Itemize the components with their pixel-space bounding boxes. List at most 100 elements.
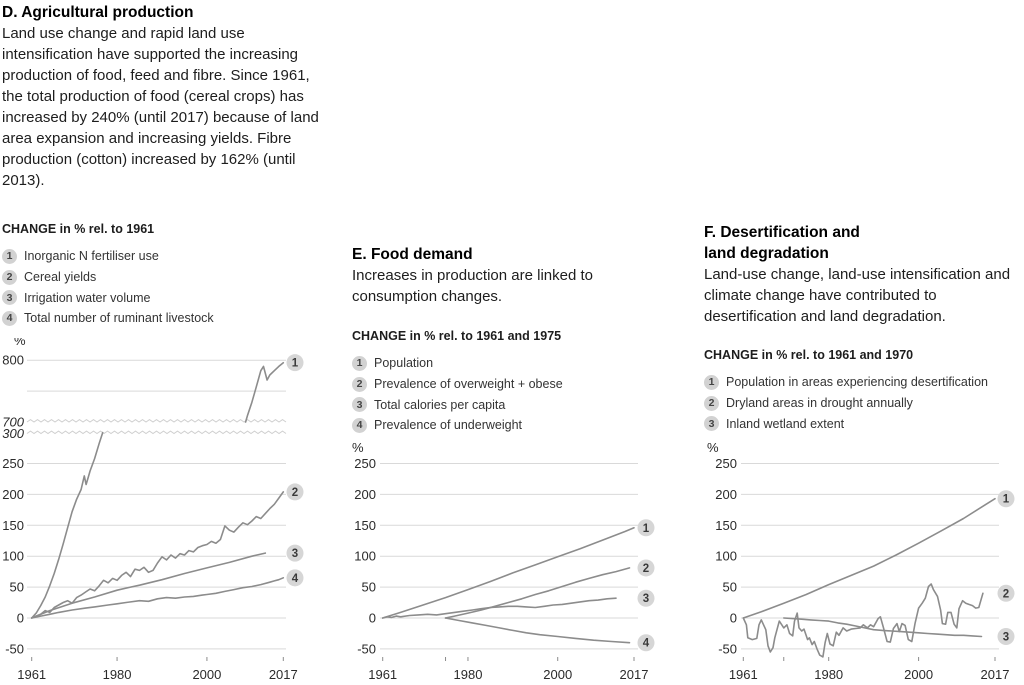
legend-item: 4 Prevalence of underweight — [352, 415, 664, 436]
x-axis-tick-label: 2017 — [620, 667, 649, 682]
series-number-badge — [997, 628, 1015, 646]
x-axis-tick-label: 2000 — [904, 667, 933, 682]
legend-item: 1 Population — [352, 353, 664, 374]
series-line-3 — [381, 597, 617, 619]
legend-number-badge: 4 — [2, 310, 17, 326]
legend-number-badge: 2 — [704, 395, 719, 411]
y-axis-unit-label: % — [707, 440, 719, 455]
change-axis-caption: CHANGE in % rel. to 1961 and 1975 — [352, 329, 562, 343]
series-number-badge-label: 3 — [643, 593, 649, 605]
series-line-1 — [381, 526, 635, 619]
series-number-badge-label: 2 — [292, 487, 298, 499]
y-axis-tick-label: 200 — [715, 487, 737, 502]
legend-item: 3 Irrigation water volume — [2, 287, 320, 308]
series-line-3 — [782, 617, 983, 638]
series-number-badge-label: 4 — [292, 573, 299, 585]
series-number-badge-label: 1 — [1003, 494, 1010, 506]
legend-label: Inorganic N fertiliser use — [24, 249, 159, 264]
series-number-badge — [286, 354, 304, 372]
series-number-badge-label: 3 — [292, 548, 298, 560]
series-number-badge-label: 4 — [643, 638, 650, 650]
y-axis-tick-label: 150 — [354, 518, 376, 533]
y-axis-tick-label: 50 — [10, 580, 24, 595]
panel-title: F. Desertification and land degradation — [704, 224, 860, 262]
y-axis-tick-label: 50 — [723, 580, 737, 595]
y-axis-tick-label: 100 — [2, 549, 24, 564]
y-axis-tick-label: 800 — [2, 353, 24, 368]
series-number-badge — [997, 490, 1015, 508]
series-number-badge-label: 1 — [292, 358, 299, 370]
series-number-badge — [637, 634, 655, 652]
legend-number-badge: 2 — [2, 269, 17, 285]
y-axis-tick-label: 100 — [354, 549, 376, 564]
chart-food-demand: % -50 0 50 100 150 200 250 1961 1980 2000 2017 1 2 3 4 — [352, 440, 655, 682]
series-number-badge-label: 3 — [1003, 632, 1009, 644]
y-axis-tick-label: 200 — [2, 487, 24, 502]
y-axis-tick-label: 250 — [354, 456, 376, 471]
legend: 1 Population 2 Prevalence of overweight … — [352, 353, 664, 436]
series-line-1 — [30, 431, 104, 619]
axis-break-wavy-line — [26, 430, 287, 435]
panel-food-demand: E. Food demand Increases in production a… — [352, 244, 664, 436]
y-axis-tick-label: 100 — [715, 549, 737, 564]
y-axis-unit-label: % — [14, 338, 26, 348]
change-axis-caption: CHANGE in % rel. to 1961 — [2, 222, 155, 236]
series-line-2 — [742, 583, 984, 658]
legend-label: Total calories per capita — [374, 397, 506, 412]
legend-number-badge: 1 — [352, 355, 367, 371]
legend-item: 2 Dryland areas in drought annually — [704, 393, 1024, 414]
legend-number-badge: 1 — [2, 248, 17, 264]
series-number-badge — [997, 584, 1015, 602]
series-line-2 — [30, 491, 285, 619]
series-number-badge-label: 2 — [1003, 588, 1009, 600]
series-line-2 — [444, 567, 631, 619]
series-number-badge — [286, 483, 304, 501]
y-axis-tick-label: -50 — [5, 641, 24, 656]
series-line-1 — [742, 497, 996, 619]
legend-item: 2 Cereal yields — [2, 267, 320, 288]
panel-agricultural-production: D. Agricultural production Land use chan… — [2, 2, 320, 329]
x-axis-tick-label: 2017 — [981, 667, 1010, 682]
chart-desertification-land-degradation: % -50 0 50 100 150 200 250 1961 1980 2000 2017 1 2 3 — [707, 440, 1015, 682]
y-axis-tick-label: 0 — [730, 611, 737, 626]
legend-label: Population in areas experiencing deserti… — [726, 375, 988, 390]
axis-break-tick-label: 300 — [2, 426, 24, 441]
x-axis-tick-label: 1980 — [454, 667, 483, 682]
y-axis-tick-label: 150 — [2, 518, 24, 533]
series-number-badge — [637, 559, 655, 577]
legend-number-badge: 2 — [352, 376, 367, 392]
legend-number-badge: 3 — [2, 290, 17, 306]
series-number-badge — [637, 589, 655, 607]
legend-label: Population — [374, 356, 434, 371]
legend-number-badge: 3 — [704, 416, 719, 432]
legend-item: 1 Population in areas experiencing deser… — [704, 372, 1024, 393]
legend-item: 4 Total number of ruminant livestock — [2, 308, 320, 329]
panel-desertification-land-degradation: F. Desertification and land degradation … — [704, 222, 1024, 434]
y-axis-tick-label: 150 — [715, 518, 737, 533]
legend-item: 3 Inland wetland extent — [704, 413, 1024, 434]
y-axis-tick-label: 0 — [369, 611, 376, 626]
legend: 1 Population in areas experiencing deser… — [704, 372, 1024, 434]
x-axis-tick-label: 2000 — [543, 667, 572, 682]
y-axis-tick-label: 250 — [715, 456, 737, 471]
panel-title: D. Agricultural production — [2, 4, 194, 21]
legend-item: 2 Prevalence of overweight + obese — [352, 374, 664, 395]
series-number-badge-label: 1 — [643, 523, 650, 535]
series-number-badge — [286, 544, 304, 562]
legend-number-badge: 4 — [352, 417, 367, 433]
legend-number-badge: 3 — [352, 397, 367, 413]
legend-label: Dryland areas in drought annually — [726, 396, 913, 411]
y-axis-tick-label: 250 — [2, 456, 24, 471]
legend-label: Total number of ruminant livestock — [24, 311, 214, 326]
series-number-badge — [286, 569, 304, 587]
x-axis-tick-label: 1961 — [368, 667, 397, 682]
series-line-1 — [244, 361, 285, 423]
x-axis-tick-label: 2000 — [192, 667, 221, 682]
axis-break-tick-label: 700 — [2, 415, 24, 430]
y-axis-tick-label: 0 — [17, 611, 24, 626]
x-axis-tick-label: 1961 — [729, 667, 758, 682]
series-number-badge-label: 2 — [643, 563, 649, 575]
y-axis-tick-label: -50 — [718, 641, 737, 656]
